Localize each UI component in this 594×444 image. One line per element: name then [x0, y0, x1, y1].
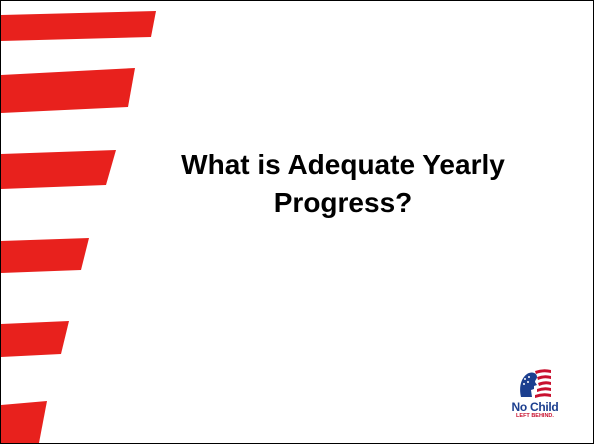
red-stripes-decoration — [1, 11, 156, 443]
flag-child-icon — [520, 369, 551, 398]
logo-text-line-1: No Child — [511, 400, 559, 414]
title-line-1: What is Adequate Yearly — [181, 149, 505, 180]
title-line-2: Progress? — [273, 187, 413, 218]
slide-title: What is Adequate Yearly Progress? — [113, 146, 573, 222]
logo-text-line-2: LEFT BEHIND. — [516, 413, 554, 419]
stripe-4 — [1, 238, 89, 273]
stripe-2 — [1, 68, 135, 113]
no-child-left-behind-logo: No Child LEFT BEHIND. — [509, 367, 561, 429]
stripe-1 — [1, 11, 156, 41]
stripe-3 — [1, 150, 116, 189]
stripe-6 — [1, 401, 47, 443]
logo-text: No Child LEFT BEHIND. — [509, 401, 561, 420]
stripe-5 — [1, 321, 69, 357]
